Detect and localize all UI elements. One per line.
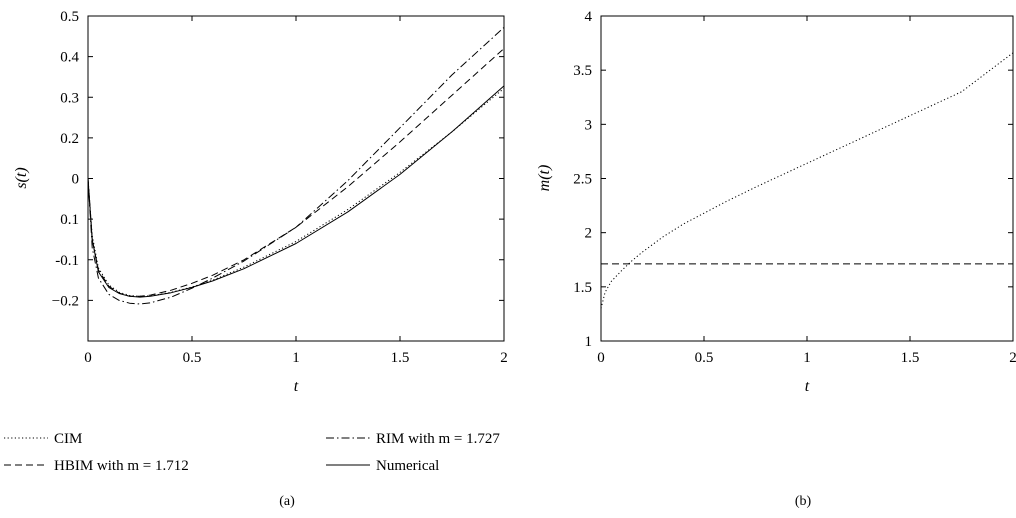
series-line-solid-3 — [87, 85, 505, 298]
panel-a-x-axis-label: t — [294, 378, 299, 395]
panel-a-plot-frame — [87, 15, 505, 342]
legend-label: HBIM with m = 1.712 — [54, 458, 189, 474]
x-tick-label: 1 — [292, 350, 300, 366]
y-tick-label: -0.1 — [55, 253, 79, 269]
panel-b-x-ticks: 0 0.5 1 1.5 2 — [597, 16, 1016, 366]
x-tick-label: 0.5 — [695, 350, 714, 366]
y-tick-label: 3.5 — [573, 63, 592, 79]
x-tick-label: 0 — [84, 350, 92, 366]
panel-b-y-axis-label: m(t) — [536, 165, 553, 192]
series-line-dashdot-2 — [87, 27, 505, 305]
y-tick-label: 1.5 — [573, 280, 592, 296]
x-tick-label: 0 — [597, 350, 605, 366]
panel-a-series — [87, 27, 505, 305]
panel-a-x-ticks: 0 0.5 1 1.5 2 — [84, 16, 508, 366]
x-tick-label: 2 — [500, 350, 508, 366]
y-tick-label: 0.2 — [60, 131, 79, 147]
panel-a-y-axis-label: s(t) — [13, 167, 30, 188]
x-tick-label: 1.5 — [901, 350, 920, 366]
panel-a-y-ticks: −0.2 -0.1 0.1 0 0.2 0.3 0.4 0.5 — [52, 9, 504, 309]
y-tick-label: −0.2 — [52, 293, 79, 309]
y-tick-label: 3 — [585, 117, 593, 133]
x-tick-label: 0.5 — [183, 350, 202, 366]
y-tick-label: 4 — [585, 9, 593, 25]
x-tick-label: 1 — [803, 350, 811, 366]
y-tick-label: 0.3 — [60, 90, 79, 106]
series-line-dotted-0 — [87, 87, 505, 297]
y-tick-label: 0 — [72, 172, 80, 188]
panel-b-caption: (b) — [795, 494, 812, 509]
x-tick-label: 2 — [1009, 350, 1016, 366]
panel-b-plot-frame — [600, 15, 1014, 342]
y-tick-label: 0.1 — [60, 212, 79, 228]
y-tick-label: 1 — [585, 334, 593, 350]
panel-b-x-axis-label: t — [805, 378, 810, 395]
panel-b-y-ticks: 1 1.5 2 2.5 3 3.5 4 — [573, 9, 1013, 350]
legend-label: CIM — [54, 431, 82, 447]
y-tick-label: 0.5 — [60, 9, 79, 25]
panel-a-legend: CIM RIM with m = 1.727 HBIM with m = 1.712… — [4, 431, 500, 474]
y-tick-label: 2 — [585, 226, 593, 242]
y-tick-label: 0.4 — [60, 50, 79, 66]
series-line-dashed-1 — [87, 48, 505, 297]
legend-label: RIM with m = 1.727 — [376, 431, 500, 447]
series-line-dotted-0 — [600, 52, 1014, 309]
y-tick-label: 2.5 — [573, 172, 592, 188]
panel-b: 0 0.5 1 1.5 2 1 1.5 2 2.5 3 3.5 4 t m(t) (b) — [536, 9, 1016, 509]
panel-a-caption: (a) — [279, 494, 295, 509]
legend-label: Numerical — [376, 458, 439, 474]
panel-b-series — [600, 52, 1014, 309]
x-tick-label: 1.5 — [391, 350, 410, 366]
panel-a: 0 0.5 1 1.5 2 −0.2 -0.1 0.1 0 0.2 0.3 0.4 0.5 t s(t… — [4, 9, 508, 509]
